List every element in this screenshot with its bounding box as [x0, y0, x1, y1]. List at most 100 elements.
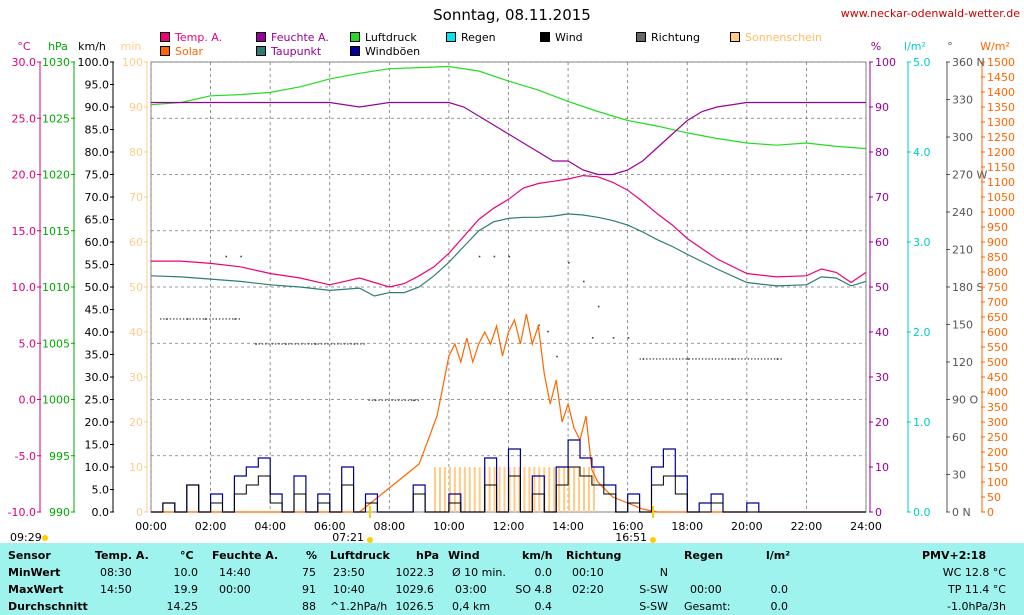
axis-tick-direction: 210 — [952, 244, 973, 257]
direction-point — [166, 318, 168, 320]
page-title: Sonntag, 08.11.2015 — [433, 6, 591, 24]
axis-tick-wind: 50.0 — [85, 281, 110, 294]
legend-item-3: Regen — [446, 31, 496, 44]
direction-point — [414, 399, 416, 401]
sunshine-bar — [498, 467, 501, 512]
axis-tick-wind: 60.0 — [85, 236, 110, 249]
wind-avg: 0.4 — [534, 600, 553, 613]
axis-tick-solar: 1350 — [987, 101, 1015, 114]
axis-tick-wind: 70.0 — [85, 191, 110, 204]
axis-tick-sun: 80 — [129, 146, 143, 159]
axis-unit: ° — [947, 40, 953, 53]
direction-point — [547, 330, 549, 333]
direction-point — [353, 343, 355, 345]
axis-tick-solar: 1200 — [987, 146, 1015, 159]
direction-point — [687, 358, 689, 360]
legend-item-0: Temp. A. — [160, 31, 222, 44]
direction-point — [225, 255, 228, 258]
axis-tick-wind: 85.0 — [85, 124, 110, 137]
direction-point — [780, 358, 782, 360]
direction-point — [591, 337, 594, 339]
axis-unit: l/m² — [904, 40, 926, 53]
axis-tick-solar: 1450 — [987, 71, 1015, 84]
legend-swatch — [160, 46, 170, 56]
axis-tick-solar: 850 — [987, 251, 1008, 264]
hum-max: 91 — [302, 583, 316, 596]
axis-tick-pressure: 995 — [49, 450, 70, 463]
direction-point — [538, 324, 540, 327]
direction-point — [265, 343, 267, 345]
legend-label: Windböen — [365, 45, 421, 58]
site-url[interactable]: www.neckar-odenwald-wetter.de — [840, 7, 1020, 20]
x-tick-label: 24:00 — [850, 520, 882, 533]
col-hum: Feuchte A. — [212, 549, 279, 562]
direction-point — [310, 343, 313, 345]
direction-point — [688, 358, 691, 360]
press-avg: 1026.5 — [395, 600, 435, 613]
axis-unit: km/h — [78, 40, 106, 53]
sunshine-bar — [513, 467, 516, 512]
axis-tick-wind: 75.0 — [85, 169, 110, 182]
direction-point — [692, 358, 694, 360]
direction-point — [734, 358, 737, 360]
direction-point — [212, 318, 214, 320]
row-avg-label: Durchschnitt — [8, 600, 88, 613]
axis-tick-solar: 100 — [987, 476, 1008, 489]
direction-point — [639, 358, 641, 360]
direction-point — [234, 318, 237, 320]
direction-point — [288, 343, 290, 345]
legend-label: Temp. A. — [175, 31, 223, 44]
direction-point — [337, 343, 339, 345]
x-tick-label: 12:00 — [493, 520, 525, 533]
legend-label: Richtung — [651, 31, 700, 44]
axis-tick-solar: 450 — [987, 371, 1008, 384]
wind-dist: 0,4 km — [452, 600, 491, 613]
direction-point — [320, 343, 323, 345]
dir-max: S-SW — [639, 583, 668, 596]
direction-point — [307, 343, 310, 345]
temp-max: 19.9 — [173, 583, 199, 596]
sunshine-bar — [538, 467, 541, 512]
axis-tick-humidity: 60 — [875, 236, 889, 249]
legend-swatch — [160, 32, 170, 42]
legend-swatch — [350, 46, 360, 56]
direction-point — [582, 280, 585, 283]
sunshine-bar — [434, 467, 437, 512]
axis-tick-solar: 600 — [987, 326, 1008, 339]
col-sensor: Sensor — [8, 549, 51, 562]
direction-point — [202, 318, 204, 320]
direction-point — [182, 318, 185, 320]
axis-tick-direction: 30 — [952, 469, 966, 482]
direction-point — [728, 358, 730, 360]
axis-tick-wind: 0.0 — [92, 506, 110, 519]
direction-point — [284, 343, 287, 345]
direction-point — [360, 343, 362, 345]
direction-point — [751, 358, 753, 360]
direction-point — [235, 318, 237, 320]
direction-point — [371, 399, 374, 401]
direction-point — [770, 358, 773, 360]
sunset-sun-icon — [649, 537, 656, 543]
direction-point — [375, 399, 377, 401]
axis-tick-humidity: 0 — [875, 506, 882, 519]
direction-point — [209, 318, 211, 320]
direction-point — [218, 318, 221, 320]
axis-tick-humidity: 50 — [875, 281, 889, 294]
direction-point — [665, 358, 668, 360]
series-line-taupunkt — [150, 213, 867, 297]
direction-point — [330, 343, 333, 345]
axis-tick-rain: 0.0 — [913, 506, 931, 519]
press-min-time: 23:50 — [333, 566, 365, 579]
direction-point — [255, 343, 257, 345]
direction-point — [378, 399, 380, 401]
direction-point — [724, 358, 727, 360]
rain-max: 0.0 — [770, 583, 789, 596]
axis-tick-solar: 250 — [987, 431, 1008, 444]
legend-label: Wind — [555, 31, 583, 44]
dir-max-time: 02:20 — [572, 583, 604, 596]
col-wind: Wind — [448, 549, 480, 562]
series-line-tempa — [151, 174, 867, 288]
axis-tick-solar: 300 — [987, 416, 1008, 429]
axis-tick-humidity: 90 — [875, 101, 889, 114]
axis-tick-pressure: 1005 — [42, 337, 70, 350]
